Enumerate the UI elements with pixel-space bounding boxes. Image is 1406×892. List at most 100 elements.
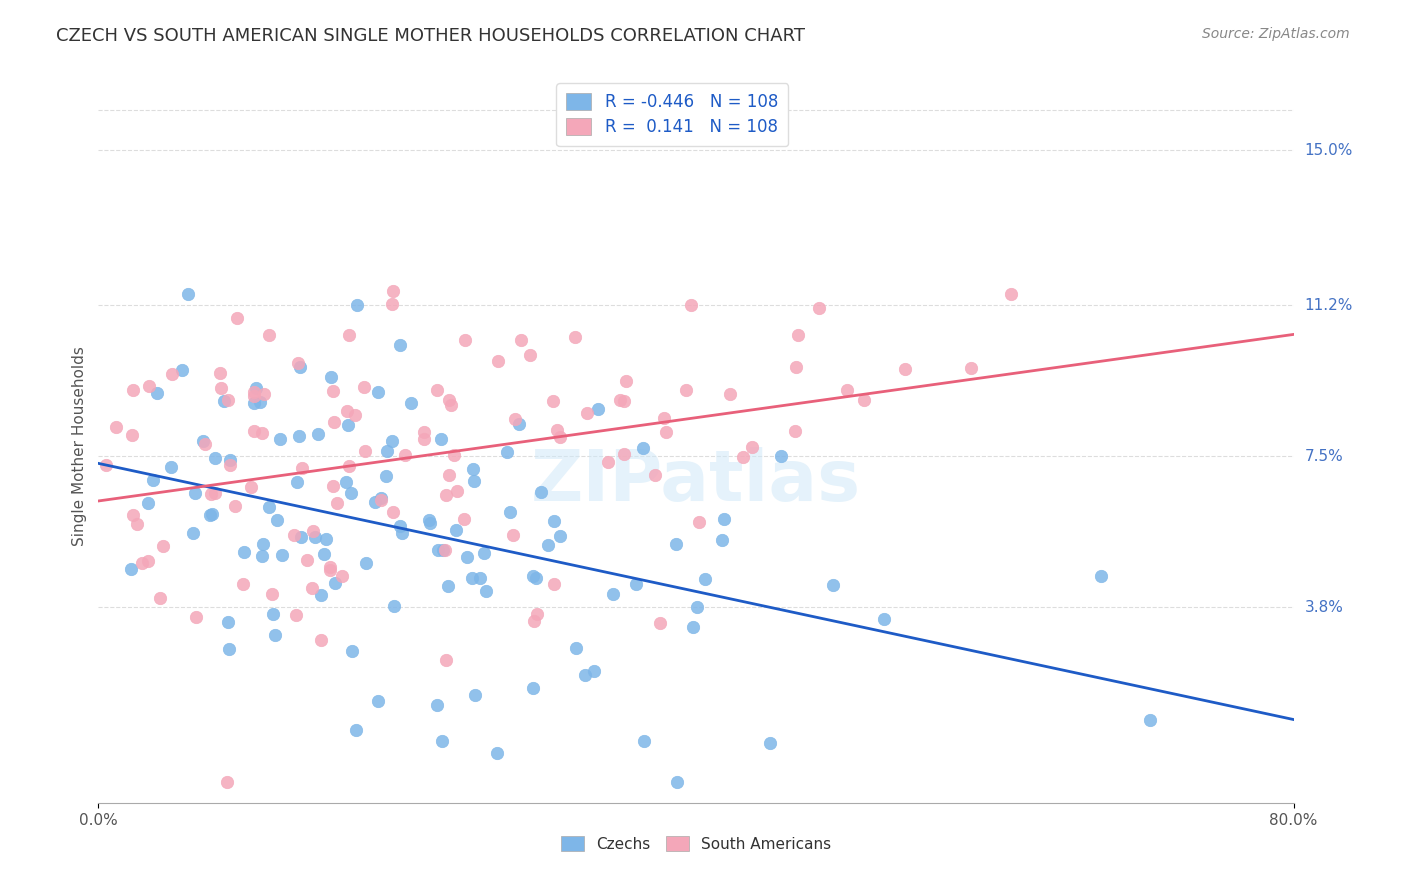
Point [586,401,609,416]
Point [243,389,266,403]
Point [426,698,449,713]
Point [201,507,224,521]
Point [243,396,266,410]
Point [644,468,666,483]
Point [323,576,346,591]
Point [713,512,735,526]
Point [252,536,274,550]
Point [120,561,142,575]
Point [104,420,127,434]
Point [335,475,357,490]
Text: 3.8%: 3.8% [1305,599,1344,615]
Point [526,607,548,621]
Text: CZECH VS SOUTH AMERICAN SINGLE MOTHER HOUSEHOLDS CORRELATION CHART: CZECH VS SOUTH AMERICAN SINGLE MOTHER HO… [56,27,806,45]
Point [432,542,454,557]
Point [364,495,387,509]
Point [160,460,183,475]
Point [633,734,655,748]
Point [375,469,398,483]
Point [290,360,312,375]
Point [121,383,143,397]
Point [287,429,309,443]
Point [245,381,267,395]
Point [204,450,226,465]
Point [381,504,404,518]
Point [602,587,624,601]
Point [453,512,475,526]
Point [655,425,678,440]
Point [564,330,586,344]
Point [508,417,530,431]
Point [456,549,478,564]
Point [486,353,509,368]
Point [302,524,325,539]
Point [250,549,273,563]
Point [681,297,703,311]
Point [257,500,280,515]
Point [152,539,174,553]
Point [335,403,357,417]
Point [439,468,461,483]
Point [307,427,329,442]
Point [131,557,153,571]
Point [530,485,553,500]
Point [496,444,519,458]
Point [291,460,314,475]
Point [543,393,565,408]
Point [337,418,360,433]
Point [322,384,344,398]
Point [233,545,256,559]
Point [125,517,148,532]
Point [1139,713,1161,727]
Point [461,571,484,585]
Point [526,571,548,585]
Point [225,311,247,326]
Point [215,775,238,789]
Point [464,688,486,702]
Point [787,328,810,343]
Point [177,287,200,301]
Point [186,610,208,624]
Point [1090,568,1112,582]
Point [710,533,733,547]
Point [503,412,526,426]
Point [271,548,294,562]
Point [170,363,193,377]
Point [522,681,544,695]
Point [337,328,360,343]
Point [523,614,546,628]
Point [330,569,353,583]
Text: 7.5%: 7.5% [1305,449,1343,464]
Point [783,424,806,438]
Point [287,356,309,370]
Point [209,366,232,380]
Point [463,474,485,488]
Point [675,383,697,397]
Point [193,434,215,448]
Point [446,484,468,499]
Point [138,379,160,393]
Point [548,429,571,443]
Point [136,554,159,568]
Point [543,576,565,591]
Point [546,423,568,437]
Point [297,553,319,567]
Point [353,379,375,393]
Point [198,508,221,523]
Point [136,496,159,510]
Point [285,475,308,489]
Point [576,406,599,420]
Point [149,591,172,606]
Point [537,538,560,552]
Point [319,563,342,577]
Point [367,384,389,399]
Point [444,523,467,537]
Point [242,384,264,399]
Point [217,392,239,407]
Point [759,736,782,750]
Point [340,644,363,658]
Point [285,608,308,623]
Point [121,428,143,442]
Point [309,588,332,602]
Point [343,408,366,422]
